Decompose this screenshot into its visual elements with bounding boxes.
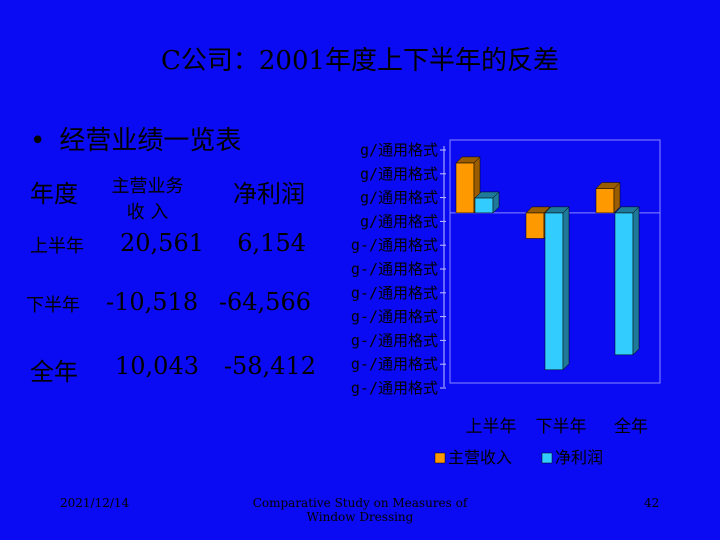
row-revenue: 20,561 xyxy=(120,229,204,257)
legend-swatch xyxy=(434,452,446,464)
legend-label: 主营收入 xyxy=(448,448,512,467)
bar-top xyxy=(595,182,621,189)
bullet-item: • 经营业绩一览表 xyxy=(30,120,241,157)
header-revenue-line1: 主营业务 xyxy=(111,176,184,197)
y-tick-label: g/通用格式 xyxy=(360,189,438,207)
x-tick-label: 全年 xyxy=(614,417,648,437)
bullet-text: 经营业绩一览表 xyxy=(59,126,242,156)
bar xyxy=(474,197,494,214)
header-revenue-line2: 收 入 xyxy=(126,202,169,223)
bar xyxy=(614,212,634,356)
row-period: 上半年 xyxy=(30,236,84,257)
legend-label: 净利润 xyxy=(555,448,603,467)
y-tick-label: g/通用格式 xyxy=(360,141,438,159)
bar xyxy=(525,212,545,239)
footer-title: Comparative Study on Measures of Window … xyxy=(250,496,470,524)
bar-top xyxy=(525,206,551,214)
bar xyxy=(455,162,475,214)
row-revenue: 10,043 xyxy=(115,352,199,380)
row-period: 全年 xyxy=(30,358,78,386)
bar xyxy=(544,212,564,371)
y-tick-label: g-/通用格式 xyxy=(351,331,438,349)
x-tick-label: 上半年 xyxy=(466,417,517,437)
bar-side xyxy=(562,206,570,371)
y-tick-label: g/通用格式 xyxy=(360,212,438,230)
header-profit: 净利润 xyxy=(233,180,305,208)
y-tick-label: g-/通用格式 xyxy=(351,260,438,278)
y-tick-label: g-/通用格式 xyxy=(351,236,438,254)
bar-top xyxy=(544,206,570,214)
row-profit: 6,154 xyxy=(237,229,306,257)
bullet-symbol: • xyxy=(30,126,46,156)
footer-title-line2: Window Dressing xyxy=(306,510,414,524)
y-tick-label: g-/通用格式 xyxy=(351,308,438,326)
bar xyxy=(595,188,615,214)
row-profit: -64,566 xyxy=(218,288,311,316)
y-tick-label: g/通用格式 xyxy=(360,165,438,183)
y-tick-label: g-/通用格式 xyxy=(351,379,438,397)
bar-side xyxy=(632,206,640,356)
x-tick-label: 下半年 xyxy=(536,417,587,437)
footer-date: 2021/12/14 xyxy=(60,496,130,510)
row-profit: -58,412 xyxy=(223,352,316,380)
bar-top xyxy=(474,191,500,199)
bar-chart: g/通用格式 g/通用格式 g/通用格式 g/通用格式 g-/通用格式 g-/通用格式 g-… xyxy=(351,139,661,467)
bar-top xyxy=(614,206,640,214)
y-tick-label: g-/通用格式 xyxy=(351,284,438,302)
header-period: 年度 xyxy=(30,180,78,208)
footer-title-line1: Comparative Study on Measures of xyxy=(252,496,468,510)
page-number: 42 xyxy=(644,496,660,510)
slide-title: C公司：2001年度上下半年的反差 xyxy=(160,46,560,76)
y-tick-label: g-/通用格式 xyxy=(351,355,438,373)
bar-top xyxy=(455,156,481,164)
row-revenue: -10,518 xyxy=(106,288,199,316)
legend-swatch xyxy=(541,452,553,464)
row-period: 下半年 xyxy=(26,295,80,316)
